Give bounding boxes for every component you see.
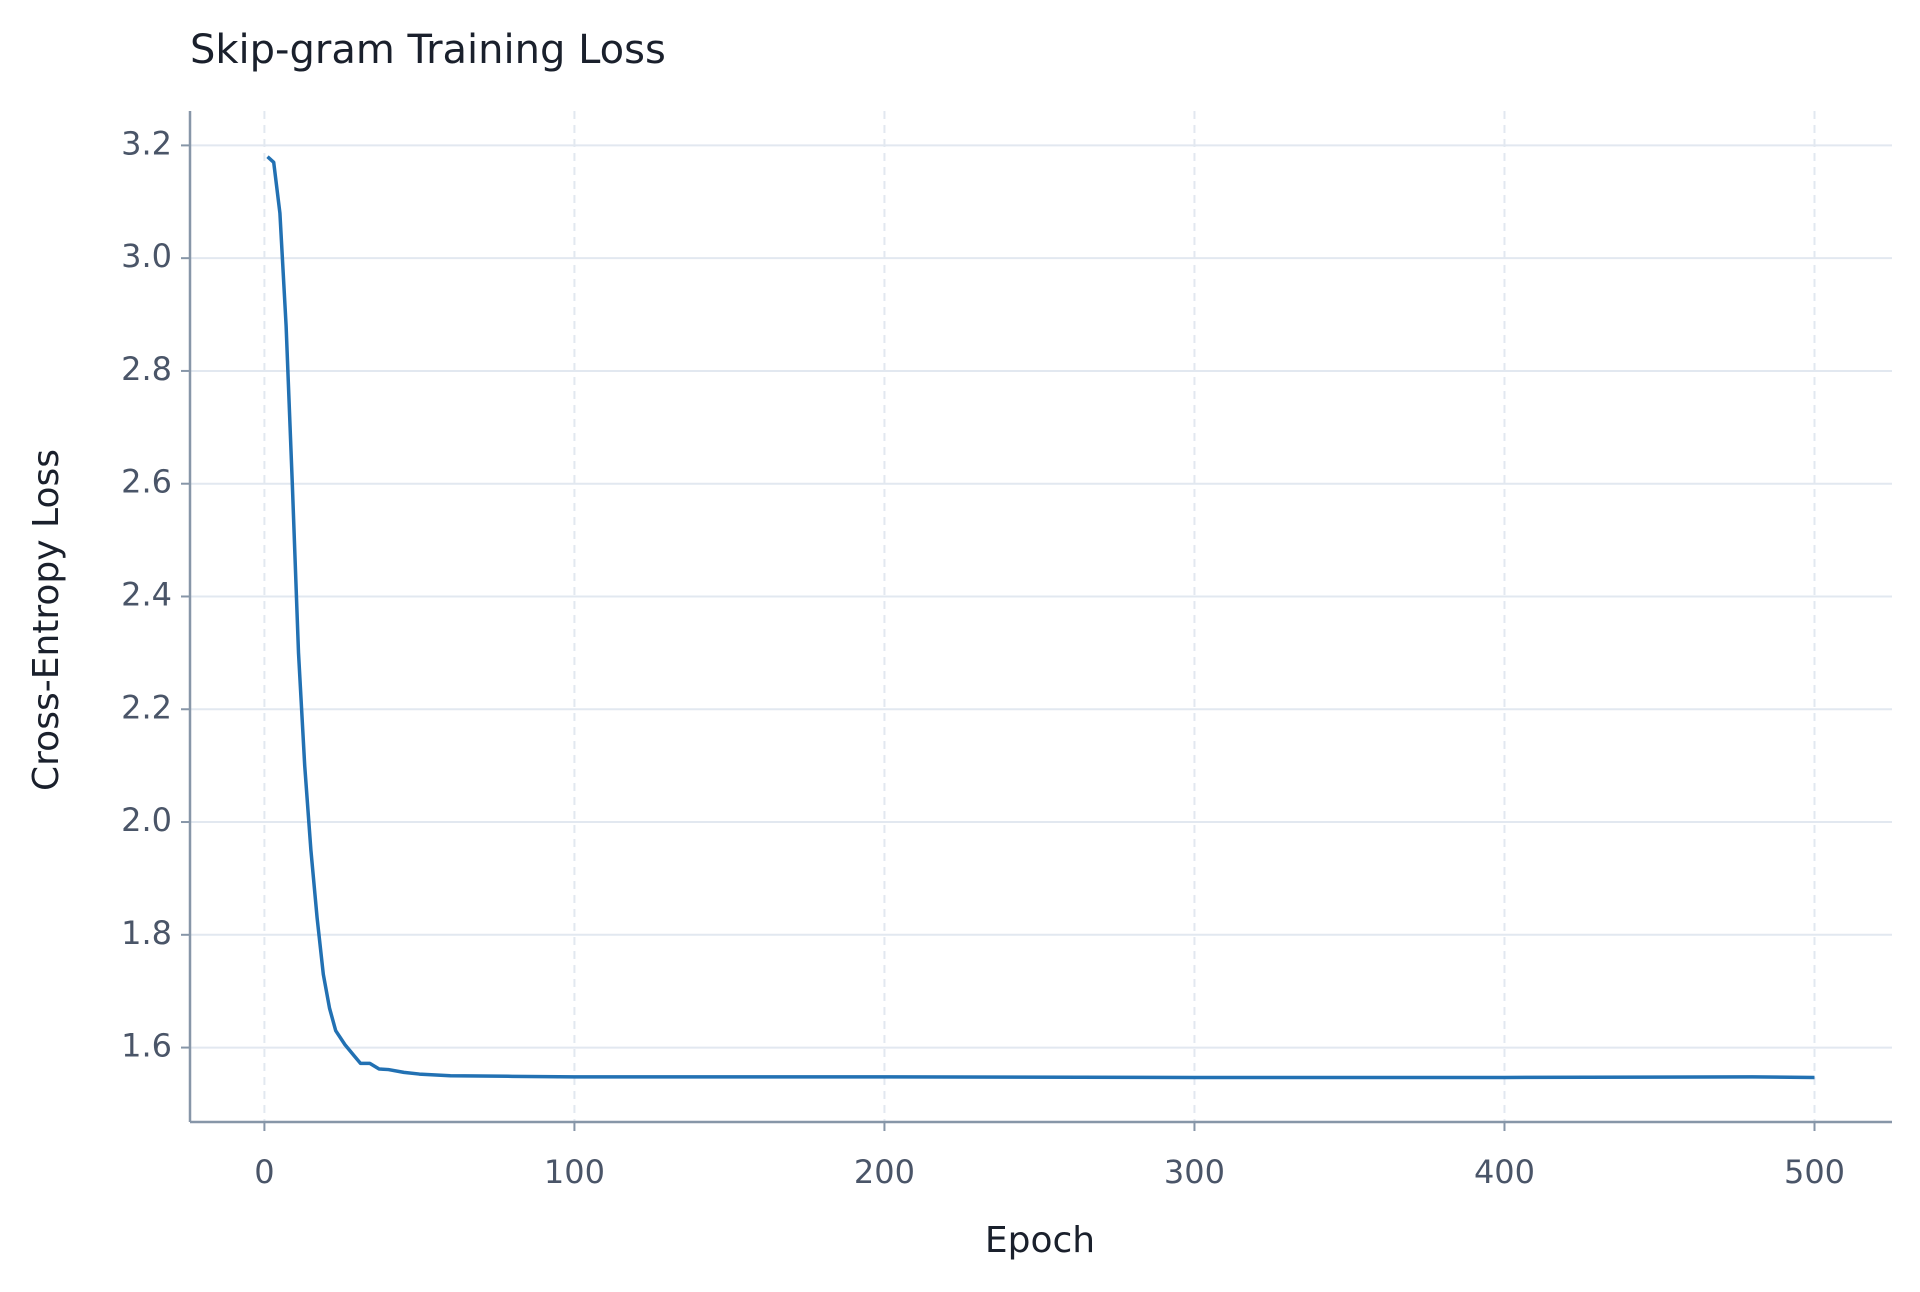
x-tick-label: 100 bbox=[544, 1153, 605, 1191]
y-tick-label: 1.6 bbox=[121, 1027, 172, 1065]
y-tick-label: 2.6 bbox=[121, 463, 172, 501]
chart-title: Skip-gram Training Loss bbox=[190, 27, 666, 73]
y-tick-label: 2.2 bbox=[121, 688, 172, 726]
y-tick-label: 2.0 bbox=[121, 801, 172, 839]
y-tick-label: 1.8 bbox=[121, 914, 172, 952]
y-tick-label: 2.4 bbox=[121, 575, 172, 613]
x-tick-label: 200 bbox=[854, 1153, 915, 1191]
line bbox=[266, 155, 1815, 1080]
y-tick-label: 3.0 bbox=[121, 237, 172, 275]
x-tick-label: 0 bbox=[254, 1153, 274, 1191]
x-tick-label: 500 bbox=[1784, 1153, 1845, 1191]
y-tick-label: 2.8 bbox=[121, 350, 172, 388]
x-axis-label: Epoch bbox=[985, 1220, 1095, 1261]
x-tick-label: 400 bbox=[1474, 1153, 1535, 1191]
x-tick-label: 300 bbox=[1164, 1153, 1225, 1191]
y-axis-label: Cross-Entropy Loss bbox=[26, 449, 67, 791]
y-tick-label: 3.2 bbox=[121, 124, 172, 162]
